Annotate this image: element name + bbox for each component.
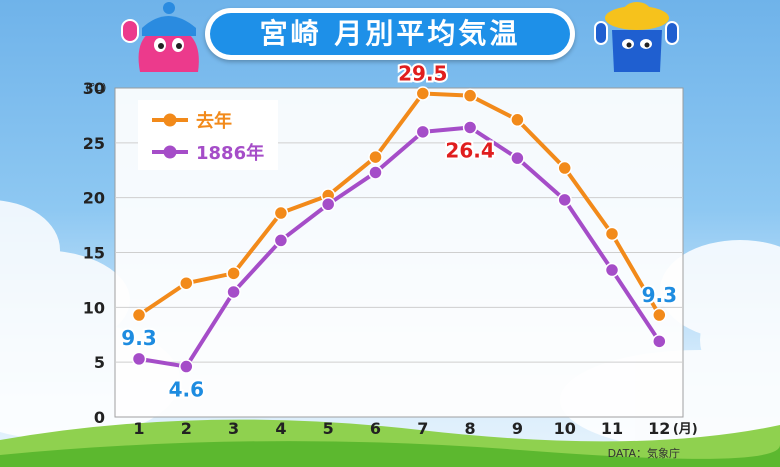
series-0-point-2 — [226, 266, 241, 281]
y-tick-label-4: 20 — [83, 189, 105, 208]
data-label-4: 9.3 — [642, 283, 677, 307]
x-tick-label-7: 8 — [465, 419, 476, 438]
x-tick-label-11: 12 — [648, 419, 670, 438]
legend-label-1: 1886年 — [196, 142, 264, 164]
series-line-0 — [137, 91, 662, 317]
legend-marker-1 — [163, 145, 177, 159]
series-1-point-6 — [415, 124, 431, 140]
series-1-point-5 — [368, 165, 383, 180]
x-tick-label-2: 3 — [228, 419, 239, 438]
y-tick-label-1: 5 — [94, 353, 105, 372]
series-1-point-8 — [510, 150, 525, 166]
series-0-point-5 — [368, 149, 383, 165]
series-0-point-11 — [652, 307, 667, 323]
data-label-1: 26.4 — [445, 138, 494, 162]
x-tick-label-9: 10 — [554, 419, 576, 438]
y-axis-unit: (℃) — [86, 81, 107, 94]
series-1-point-1 — [179, 359, 194, 374]
series-0-point-3 — [273, 205, 289, 221]
x-axis-unit: (月) — [673, 422, 698, 437]
series-0-point-7 — [462, 88, 478, 103]
x-tick-label-1: 2 — [181, 419, 192, 438]
data-label-0: 29.5 — [398, 61, 447, 85]
series-0-point-9 — [557, 160, 572, 176]
series-1-point-9 — [557, 192, 572, 208]
y-tick-label-0: 0 — [94, 408, 105, 427]
x-tick-label-3: 4 — [275, 419, 286, 438]
mascot-right-icon — [594, 2, 679, 72]
series-1-point-0 — [131, 351, 147, 367]
legend-label-0: 去年 — [196, 110, 232, 132]
series-1-point-7 — [462, 120, 478, 135]
series-1-point-2 — [226, 284, 241, 300]
title-pill: 宮崎 月別平均気温 — [205, 8, 575, 60]
legend-box — [138, 100, 278, 170]
x-tick-label-6: 7 — [417, 419, 428, 438]
series-1-point-11 — [652, 334, 667, 349]
data-label-2: 9.3 — [121, 326, 156, 350]
series-line-1 — [138, 125, 661, 369]
x-tick-label-5: 6 — [370, 419, 381, 438]
series-0-point-8 — [510, 112, 525, 128]
chart-title: 宮崎 月別平均気温 — [210, 13, 570, 55]
series-1-point-4 — [320, 196, 336, 212]
x-tick-label-8: 9 — [512, 419, 523, 438]
y-tick-label-2: 10 — [83, 298, 105, 317]
series-0-point-10 — [604, 226, 620, 242]
y-tick-label-3: 15 — [83, 244, 105, 263]
legend-marker-0 — [163, 113, 177, 127]
data-label-3: 4.6 — [169, 378, 204, 402]
y-tick-label-5: 25 — [83, 134, 105, 153]
hill-front — [0, 441, 780, 467]
x-tick-label-0: 1 — [133, 419, 144, 438]
series-1-point-10 — [604, 262, 620, 278]
series-0-point-1 — [179, 275, 194, 291]
mascot-left-icon — [121, 2, 199, 72]
x-tick-label-4: 5 — [323, 419, 334, 438]
series-0-point-0 — [131, 307, 147, 323]
source-note: DATA：気象庁 — [607, 447, 680, 460]
series-0-point-6 — [415, 86, 431, 101]
y-tick-label-6: 30 — [83, 79, 105, 98]
series-1-point-3 — [273, 233, 289, 248]
x-tick-label-10: 11 — [601, 419, 623, 438]
